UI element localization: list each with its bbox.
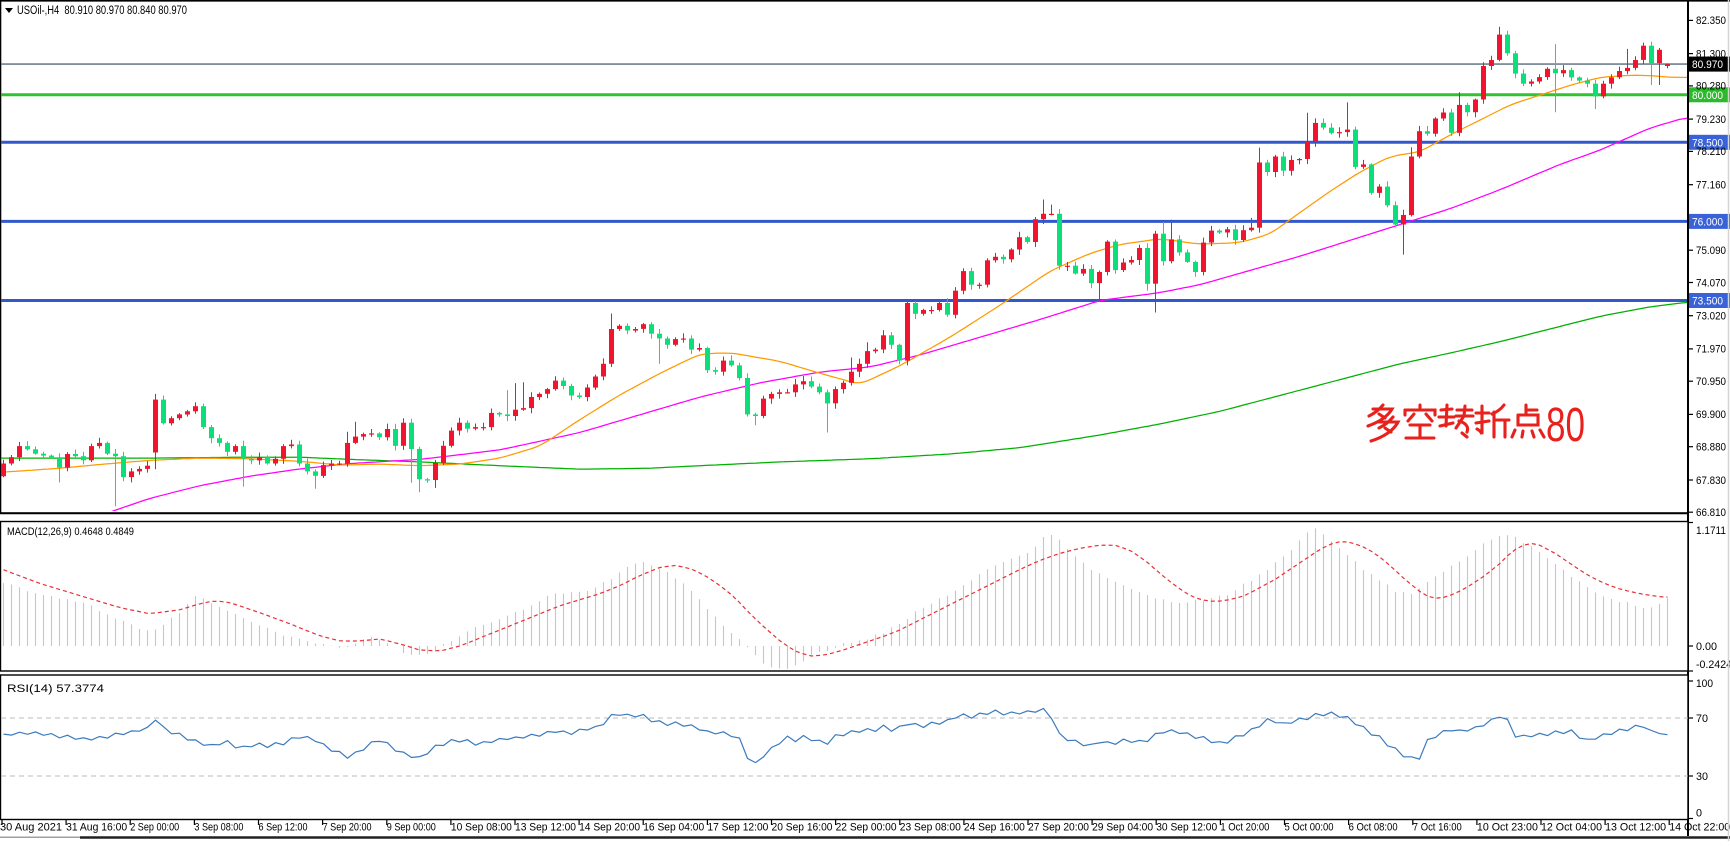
svg-text:23 Sep 08:00: 23 Sep 08:00 — [900, 822, 961, 834]
svg-text:17 Sep 12:00: 17 Sep 12:00 — [707, 822, 768, 834]
svg-text:66.810: 66.810 — [1696, 507, 1726, 519]
svg-text:6 Oct 08:00: 6 Oct 08:00 — [1349, 822, 1398, 834]
svg-text:1.1711: 1.1711 — [1696, 525, 1726, 537]
svg-text:30 Sep 12:00: 30 Sep 12:00 — [1156, 822, 1217, 834]
svg-text:7 Oct 16:00: 7 Oct 16:00 — [1413, 822, 1462, 834]
svg-text:3 Sep 08:00: 3 Sep 08:00 — [194, 822, 243, 834]
svg-text:75.090: 75.090 — [1696, 245, 1726, 257]
svg-text:2 Sep 00:00: 2 Sep 00:00 — [130, 822, 179, 834]
svg-text:14 Sep 20:00: 14 Sep 20:00 — [579, 822, 640, 834]
svg-text:29 Sep 04:00: 29 Sep 04:00 — [1092, 822, 1153, 834]
svg-text:31 Aug 16:00: 31 Aug 16:00 — [66, 822, 127, 834]
svg-text:78.210: 78.210 — [1696, 146, 1726, 158]
svg-text:12 Oct 04:00: 12 Oct 04:00 — [1541, 822, 1602, 834]
svg-text:71.970: 71.970 — [1696, 344, 1726, 356]
svg-text:9 Sep 00:00: 9 Sep 00:00 — [387, 822, 436, 834]
svg-text:67.830: 67.830 — [1696, 475, 1726, 487]
svg-text:22 Sep 00:00: 22 Sep 00:00 — [836, 822, 897, 834]
svg-text:81.300: 81.300 — [1696, 48, 1726, 60]
svg-text:13 Oct 12:00: 13 Oct 12:00 — [1605, 822, 1666, 834]
svg-text:-0.2424: -0.2424 — [1696, 659, 1730, 671]
svg-text:24 Sep 16:00: 24 Sep 16:00 — [964, 822, 1025, 834]
svg-text:73.020: 73.020 — [1696, 311, 1726, 323]
svg-text:80: 80 — [1546, 399, 1585, 452]
svg-text:80.280: 80.280 — [1696, 81, 1726, 93]
svg-text:80.000: 80.000 — [1692, 90, 1723, 102]
svg-text:RSI(14) 57.3774: RSI(14) 57.3774 — [7, 683, 104, 695]
svg-text:0: 0 — [1696, 808, 1702, 820]
svg-text:70: 70 — [1696, 713, 1708, 725]
svg-text:1 Oct 20:00: 1 Oct 20:00 — [1220, 822, 1269, 834]
svg-text:100: 100 — [1696, 678, 1713, 690]
svg-text:30: 30 — [1696, 771, 1708, 783]
svg-text:6 Sep 12:00: 6 Sep 12:00 — [259, 822, 308, 834]
svg-text:13 Sep 12:00: 13 Sep 12:00 — [515, 822, 576, 834]
svg-text:74.070: 74.070 — [1696, 277, 1726, 289]
svg-text:79.230: 79.230 — [1696, 114, 1726, 126]
svg-text:70.950: 70.950 — [1696, 376, 1726, 388]
svg-text:USOil-,H4 80.910 80.970 80.84: USOil-,H4 80.910 80.970 80.840 80.970 — [17, 5, 187, 17]
svg-text:76.000: 76.000 — [1692, 216, 1723, 228]
svg-text:80.970: 80.970 — [1692, 59, 1723, 71]
svg-text:20 Sep 16:00: 20 Sep 16:00 — [772, 822, 833, 834]
svg-text:73.500: 73.500 — [1692, 296, 1723, 308]
svg-text:78.500: 78.500 — [1692, 137, 1723, 149]
svg-text:7 Sep 20:00: 7 Sep 20:00 — [323, 822, 372, 834]
svg-text:14 Oct 22:00: 14 Oct 22:00 — [1669, 822, 1730, 834]
svg-text:30 Aug 2021: 30 Aug 2021 — [0, 822, 62, 834]
svg-text:10 Oct 23:00: 10 Oct 23:00 — [1477, 822, 1538, 834]
svg-text:69.900: 69.900 — [1696, 409, 1726, 421]
svg-text:16 Sep 04:00: 16 Sep 04:00 — [643, 822, 704, 834]
svg-text:0.00: 0.00 — [1696, 641, 1717, 653]
svg-text:68.880: 68.880 — [1696, 442, 1726, 454]
svg-text:77.160: 77.160 — [1696, 180, 1726, 192]
svg-text:10 Sep 08:00: 10 Sep 08:00 — [451, 822, 512, 834]
svg-text:MACD(12,26,9) 0.4648 0.4849: MACD(12,26,9) 0.4648 0.4849 — [7, 526, 134, 538]
svg-text:27 Sep 20:00: 27 Sep 20:00 — [1028, 822, 1089, 834]
svg-text:5 Oct 00:00: 5 Oct 00:00 — [1285, 822, 1334, 834]
svg-text:82.350: 82.350 — [1696, 15, 1726, 27]
